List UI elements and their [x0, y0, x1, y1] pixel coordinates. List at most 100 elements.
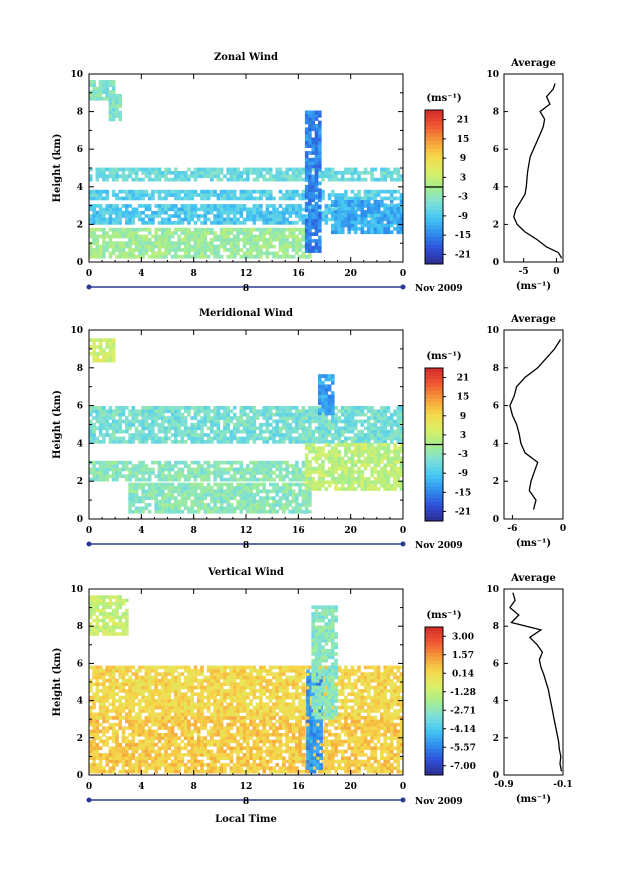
heatmap-cell: [337, 443, 342, 447]
heatmap-cell: [193, 409, 198, 414]
heatmap-cell: [200, 254, 204, 259]
heatmap-cell: [147, 665, 152, 670]
heatmap-cell: [131, 464, 136, 468]
heatmap-cell: [190, 467, 194, 472]
heatmap-cell: [105, 358, 109, 363]
heatmap-cell: [288, 433, 293, 437]
heatmap-cell: [321, 416, 325, 420]
heatmap-cell: [347, 220, 351, 224]
heatmap-cell: [180, 702, 185, 707]
heatmap-cell: [311, 174, 315, 179]
heatmap-cell: [128, 231, 132, 235]
heatmap-cell: [180, 221, 185, 225]
heatmap-cell: [161, 436, 165, 441]
heatmap-cell: [259, 217, 263, 222]
heatmap-cell: [108, 709, 113, 713]
heatmap-cell: [174, 702, 178, 707]
heatmap-cell: [144, 406, 149, 410]
heatmap-cell: [105, 672, 109, 676]
heatmap-cell: [229, 429, 234, 434]
heatmap-cell: [128, 477, 132, 482]
heatmap-cell: [102, 685, 106, 690]
heatmap-cell: [92, 440, 96, 444]
heatmap-cell: [183, 440, 188, 444]
heatmap-cell: [278, 477, 283, 482]
heatmap-cell: [223, 248, 227, 252]
heatmap-cell: [275, 251, 279, 256]
heatmap-cell: [108, 171, 113, 175]
heatmap-cell: [334, 449, 338, 454]
heatmap-cell: [190, 486, 194, 490]
heatmap-cell: [131, 416, 136, 420]
heatmap-cell: [154, 231, 158, 235]
heatmap-cell: [393, 453, 397, 457]
heatmap-cell: [376, 460, 381, 464]
heatmap-cell: [370, 210, 374, 214]
heatmap-cell: [98, 628, 103, 633]
colorbar-swatch: [425, 248, 443, 253]
heatmap-cell: [376, 480, 381, 485]
heatmap-cell: [180, 471, 185, 475]
heatmap-cell: [102, 464, 106, 468]
heatmap-cell: [111, 241, 116, 245]
heatmap-cell: [252, 412, 257, 417]
heatmap-cell: [360, 206, 365, 211]
heatmap-cell: [134, 689, 139, 693]
heatmap-cell: [291, 506, 296, 511]
heatmap-cell: [308, 195, 312, 199]
heatmap-cell: [170, 221, 175, 225]
heatmap-cell: [102, 618, 106, 623]
heatmap-cell: [318, 470, 322, 474]
heatmap-cell: [327, 443, 332, 447]
heatmap-cell: [337, 200, 342, 204]
heatmap-cell: [301, 464, 306, 468]
heatmap-cell: [118, 231, 122, 235]
heatmap-cell: [318, 426, 322, 431]
heatmap-cell: [206, 477, 211, 482]
heatmap-cell: [324, 398, 329, 402]
heatmap-cell: [131, 189, 136, 194]
heatmap-cell: [144, 227, 149, 232]
heatmap-cell: [386, 189, 391, 194]
heatmap-cell: [321, 177, 325, 182]
heatmap-cell: [363, 193, 368, 197]
heatmap-cell: [213, 695, 217, 700]
heatmap-cell: [275, 409, 279, 414]
heatmap-cell: [399, 230, 404, 235]
heatmap-cell: [151, 665, 155, 670]
heatmap-cell: [190, 237, 194, 242]
heatmap-cell: [314, 144, 319, 148]
heatmap-cell: [144, 685, 149, 690]
heatmap-cell: [183, 702, 188, 707]
heatmap-cell: [268, 193, 273, 197]
heatmap-cell: [226, 248, 230, 252]
heatmap-cell: [183, 423, 188, 427]
heatmap-cell: [249, 423, 253, 427]
heatmap-cell: [268, 423, 273, 427]
heatmap-cell: [187, 709, 191, 713]
heatmap-cell: [138, 685, 142, 690]
heatmap-cell: [357, 206, 361, 211]
heatmap-cell: [187, 433, 191, 437]
heatmap-cell: [255, 409, 260, 414]
heatmap-cell: [128, 196, 132, 201]
heatmap-cell: [121, 689, 126, 693]
heatmap-cell: [389, 196, 394, 201]
panel-title: Meridional Wind: [199, 308, 293, 319]
heatmap-cell: [383, 449, 387, 454]
heatmap-cell: [95, 419, 100, 424]
heatmap-cell: [219, 460, 224, 465]
heatmap-cell: [108, 104, 113, 108]
heatmap-cell: [321, 412, 325, 417]
heatmap-cell: [196, 486, 201, 490]
heatmap-cell: [232, 416, 237, 420]
heatmap-cell: [370, 227, 374, 231]
heatmap-cell: [89, 440, 93, 444]
heatmap-cell: [331, 377, 335, 382]
heatmap-cell: [187, 699, 191, 703]
heatmap-cell: [308, 446, 312, 451]
heatmap-cell: [102, 477, 106, 482]
heatmap-cell: [318, 398, 322, 402]
heatmap-cell: [272, 503, 276, 507]
heatmap-cell: [232, 426, 237, 431]
